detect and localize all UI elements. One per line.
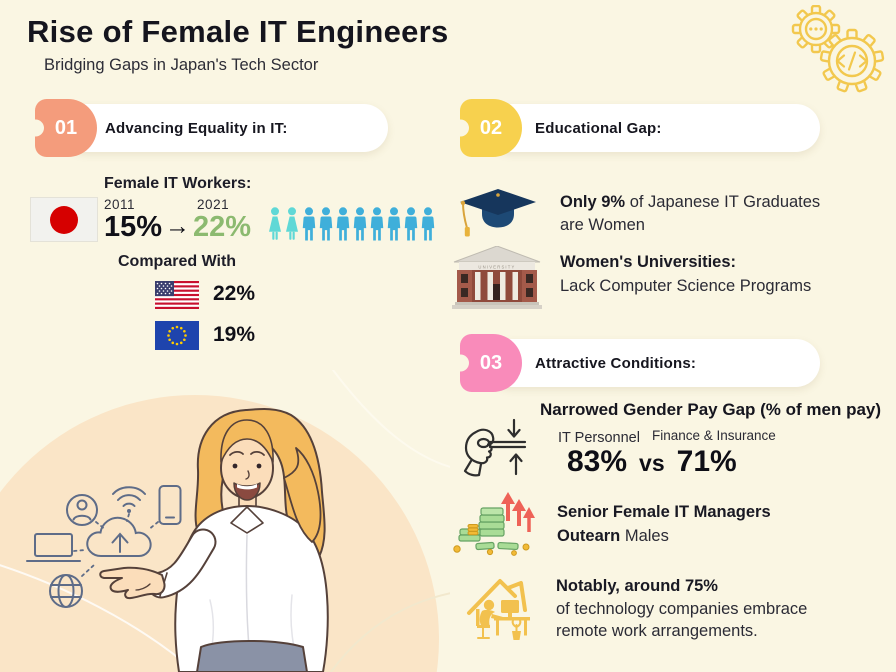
male-pictogram-icon <box>353 207 367 241</box>
section1-number-badge: 01 <box>35 99 97 157</box>
pay-col1-label: IT Personnel <box>558 430 640 446</box>
managers-text: Senior Female IT Managers Outearn Males <box>557 503 771 545</box>
page-title: Rise of Female IT Engineers <box>27 14 449 49</box>
section3-number-badge: 03 <box>460 334 522 392</box>
money-growth-icon <box>453 492 535 556</box>
male-pictogram-icon <box>404 207 418 241</box>
wifi-icon <box>112 486 146 513</box>
eu-value: 19% <box>213 323 256 346</box>
section3-header: Attractive Conditions: <box>487 339 820 387</box>
value-from: 15% <box>104 211 163 243</box>
pay-gap-heading: Narrowed Gender Pay Gap (% of men pay) <box>540 400 882 419</box>
user-icon <box>66 494 98 526</box>
male-pictogram-icon <box>387 207 401 241</box>
male-pictogram-icon <box>319 207 333 241</box>
pay-values: 83% vs 71% <box>567 445 737 479</box>
trend-arrow-icon: → <box>165 212 191 241</box>
section1-label: Advancing Equality in IT: <box>105 119 288 137</box>
compare-heading: Compared With <box>118 253 237 270</box>
eu-flag-icon <box>155 321 199 350</box>
remote-work-icon <box>467 579 530 640</box>
gears-icon <box>791 5 885 93</box>
male-pictogram-icon <box>370 207 384 241</box>
pay-value-finance: 71% <box>676 445 737 478</box>
section1-header: Advancing Equality in IT: <box>62 104 388 152</box>
large-gear-icon <box>819 28 885 93</box>
graduation-cap-icon <box>460 189 536 237</box>
page-subtitle: Bridging Gaps in Japan's Tech Sector <box>44 56 319 74</box>
year-to: 2021 <box>197 197 230 212</box>
us-flag-icon <box>155 281 199 309</box>
universities-text: Women's Universities: Lack Computer Scie… <box>560 253 812 295</box>
collar <box>230 506 264 534</box>
skirt <box>196 640 308 672</box>
us-value: 22% <box>213 282 256 305</box>
section2-header: Educational Gap: <box>487 104 820 152</box>
hand <box>99 566 166 600</box>
woman-illustration <box>0 370 450 672</box>
section2-number-badge: 02 <box>460 99 522 157</box>
pay-col2-label: Finance & Insurance <box>652 428 776 443</box>
remote-text: Notably, around 75% of technology compan… <box>556 577 808 640</box>
pay-value-it: 83% <box>567 445 628 478</box>
female-it-workers-heading: Female IT Workers: <box>104 175 252 192</box>
year-from: 2011 <box>104 197 136 212</box>
connector-dashes <box>73 513 159 577</box>
japan-flag-icon <box>30 197 98 242</box>
pay-gap-icon <box>463 418 527 477</box>
value-to: 22% <box>193 211 252 243</box>
graduates-text: Only 9% of Japanese IT Graduates are Wom… <box>560 193 821 234</box>
female-pictogram-icon <box>269 207 281 240</box>
cloud-upload-icon <box>86 516 152 557</box>
hair-fringe <box>220 419 274 463</box>
workers-pictogram <box>267 203 436 246</box>
globe-icon <box>49 574 83 608</box>
smartphone-icon <box>158 485 182 525</box>
workers-trend: 2011 15% → 2021 22% <box>104 197 251 242</box>
pay-vs: vs <box>639 450 665 476</box>
female-pictogram-icon <box>286 207 298 240</box>
male-pictogram-icon <box>302 207 316 241</box>
male-pictogram-icon <box>336 207 350 241</box>
section2-label: Educational Gap: <box>535 119 662 137</box>
laptop-icon <box>26 533 81 562</box>
hair-front-strand <box>283 447 322 543</box>
small-gear-icon <box>791 5 841 54</box>
university-icon: UNIVERSITY <box>452 246 542 309</box>
male-pictogram-icon <box>421 207 435 241</box>
section3-label: Attractive Conditions: <box>535 354 697 372</box>
svg-text:UNIVERSITY: UNIVERSITY <box>478 264 515 269</box>
